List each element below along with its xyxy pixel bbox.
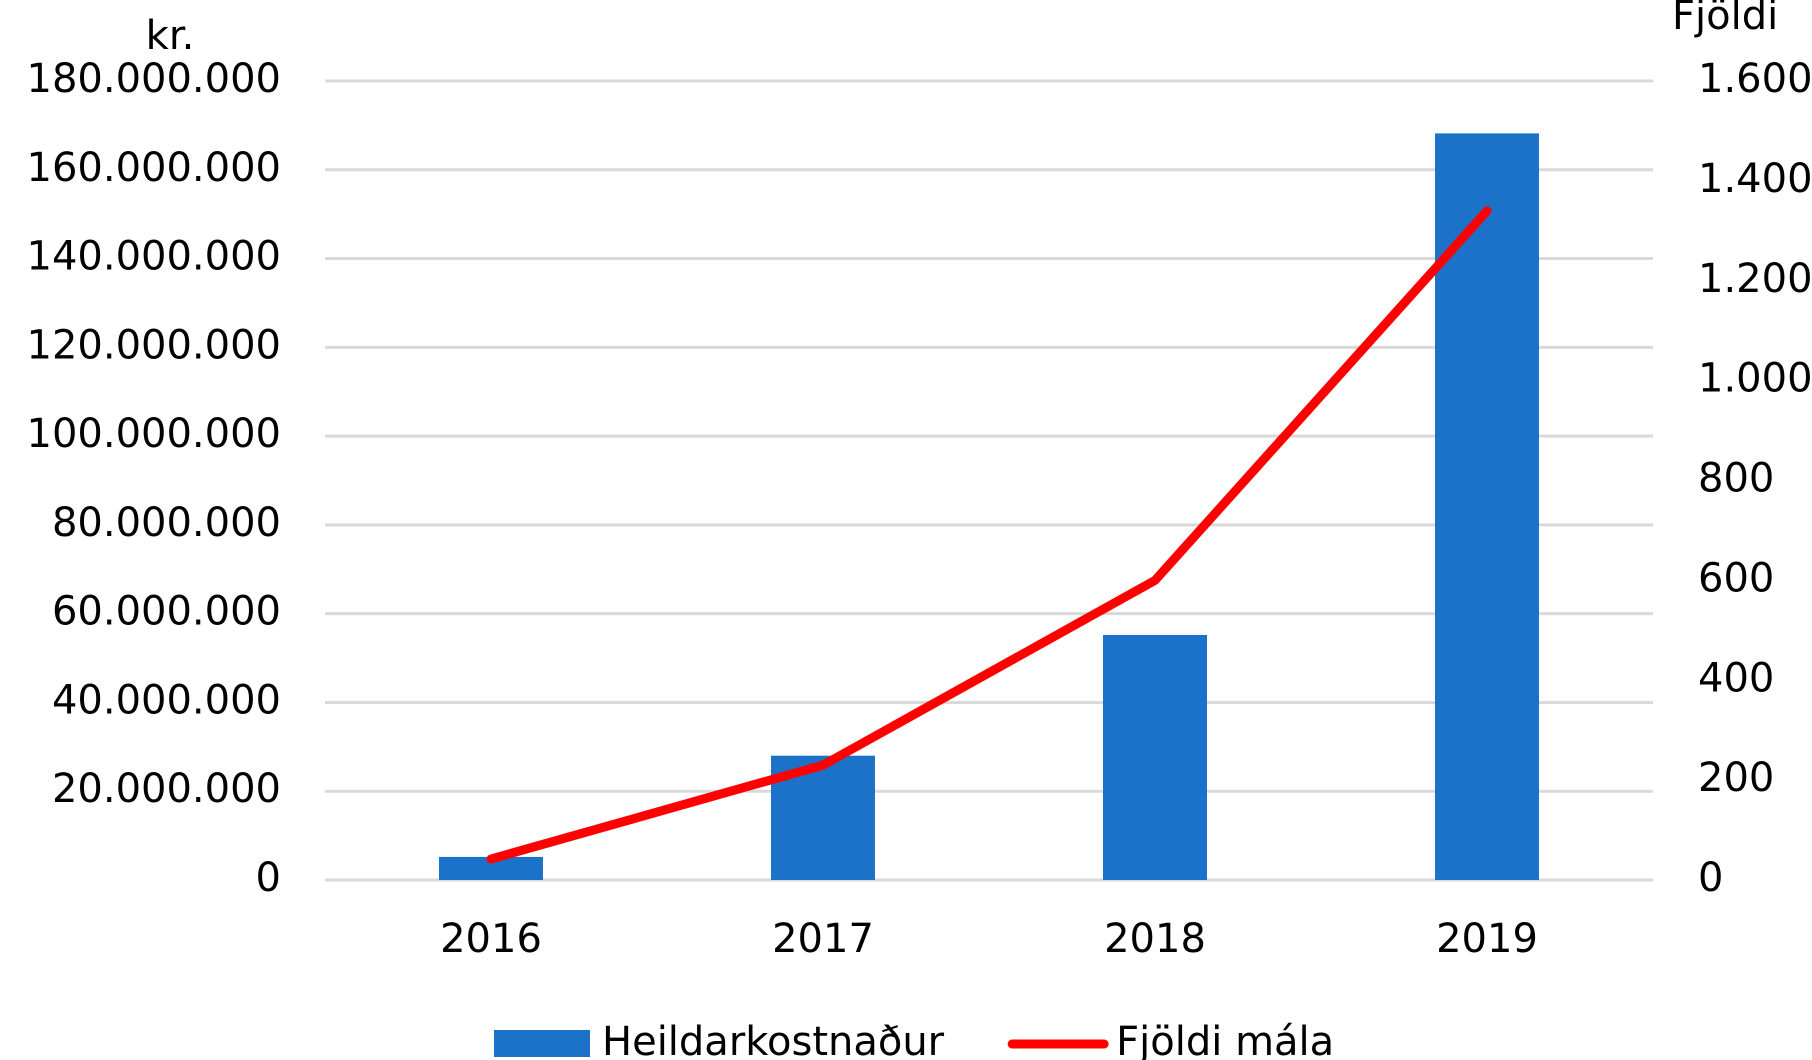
y-tick-label: 120.000.000 [27, 322, 281, 368]
bar [1103, 634, 1207, 880]
y-tick-label: 80.000.000 [52, 500, 281, 546]
x-tick-label: 2018 [1104, 916, 1206, 962]
y-tick-label: 180.000.000 [27, 56, 281, 102]
y-tick-label: 100.000.000 [27, 411, 281, 457]
legend-swatch [494, 1030, 590, 1057]
y-tick-label: 40.000.000 [52, 677, 281, 723]
y-axis-title: kr. [146, 13, 195, 59]
y-tick-label: 140.000.000 [27, 234, 281, 280]
y2-tick-label: 200 [1698, 755, 1774, 801]
y2-tick-label: 1.600 [1698, 56, 1812, 102]
x-tick-label: 2016 [440, 916, 542, 962]
y-tick-label: 60.000.000 [52, 589, 281, 635]
y-tick-label: 0 [256, 855, 281, 901]
bar [1435, 133, 1539, 880]
y2-tick-label: 400 [1698, 655, 1774, 701]
bar [439, 856, 543, 880]
y2-tick-label: 1.400 [1698, 156, 1812, 202]
y2-axis-title: Fjöldi [1672, 0, 1778, 39]
y2-tick-label: 800 [1698, 456, 1774, 502]
y-tick-label: 160.000.000 [27, 145, 281, 191]
y2-tick-label: 0 [1698, 855, 1723, 901]
legend-label: Heildarkostnaður [602, 1019, 945, 1060]
y2-tick-label: 1.200 [1698, 256, 1812, 302]
y2-tick-label: 1.000 [1698, 356, 1812, 402]
y2-tick-label: 600 [1698, 555, 1774, 601]
x-tick-label: 2017 [772, 916, 874, 962]
x-tick-label: 2019 [1436, 916, 1538, 962]
legend-label: Fjöldi mála [1116, 1019, 1334, 1060]
line [486, 206, 1492, 864]
y-tick-label: 20.000.000 [52, 766, 281, 812]
